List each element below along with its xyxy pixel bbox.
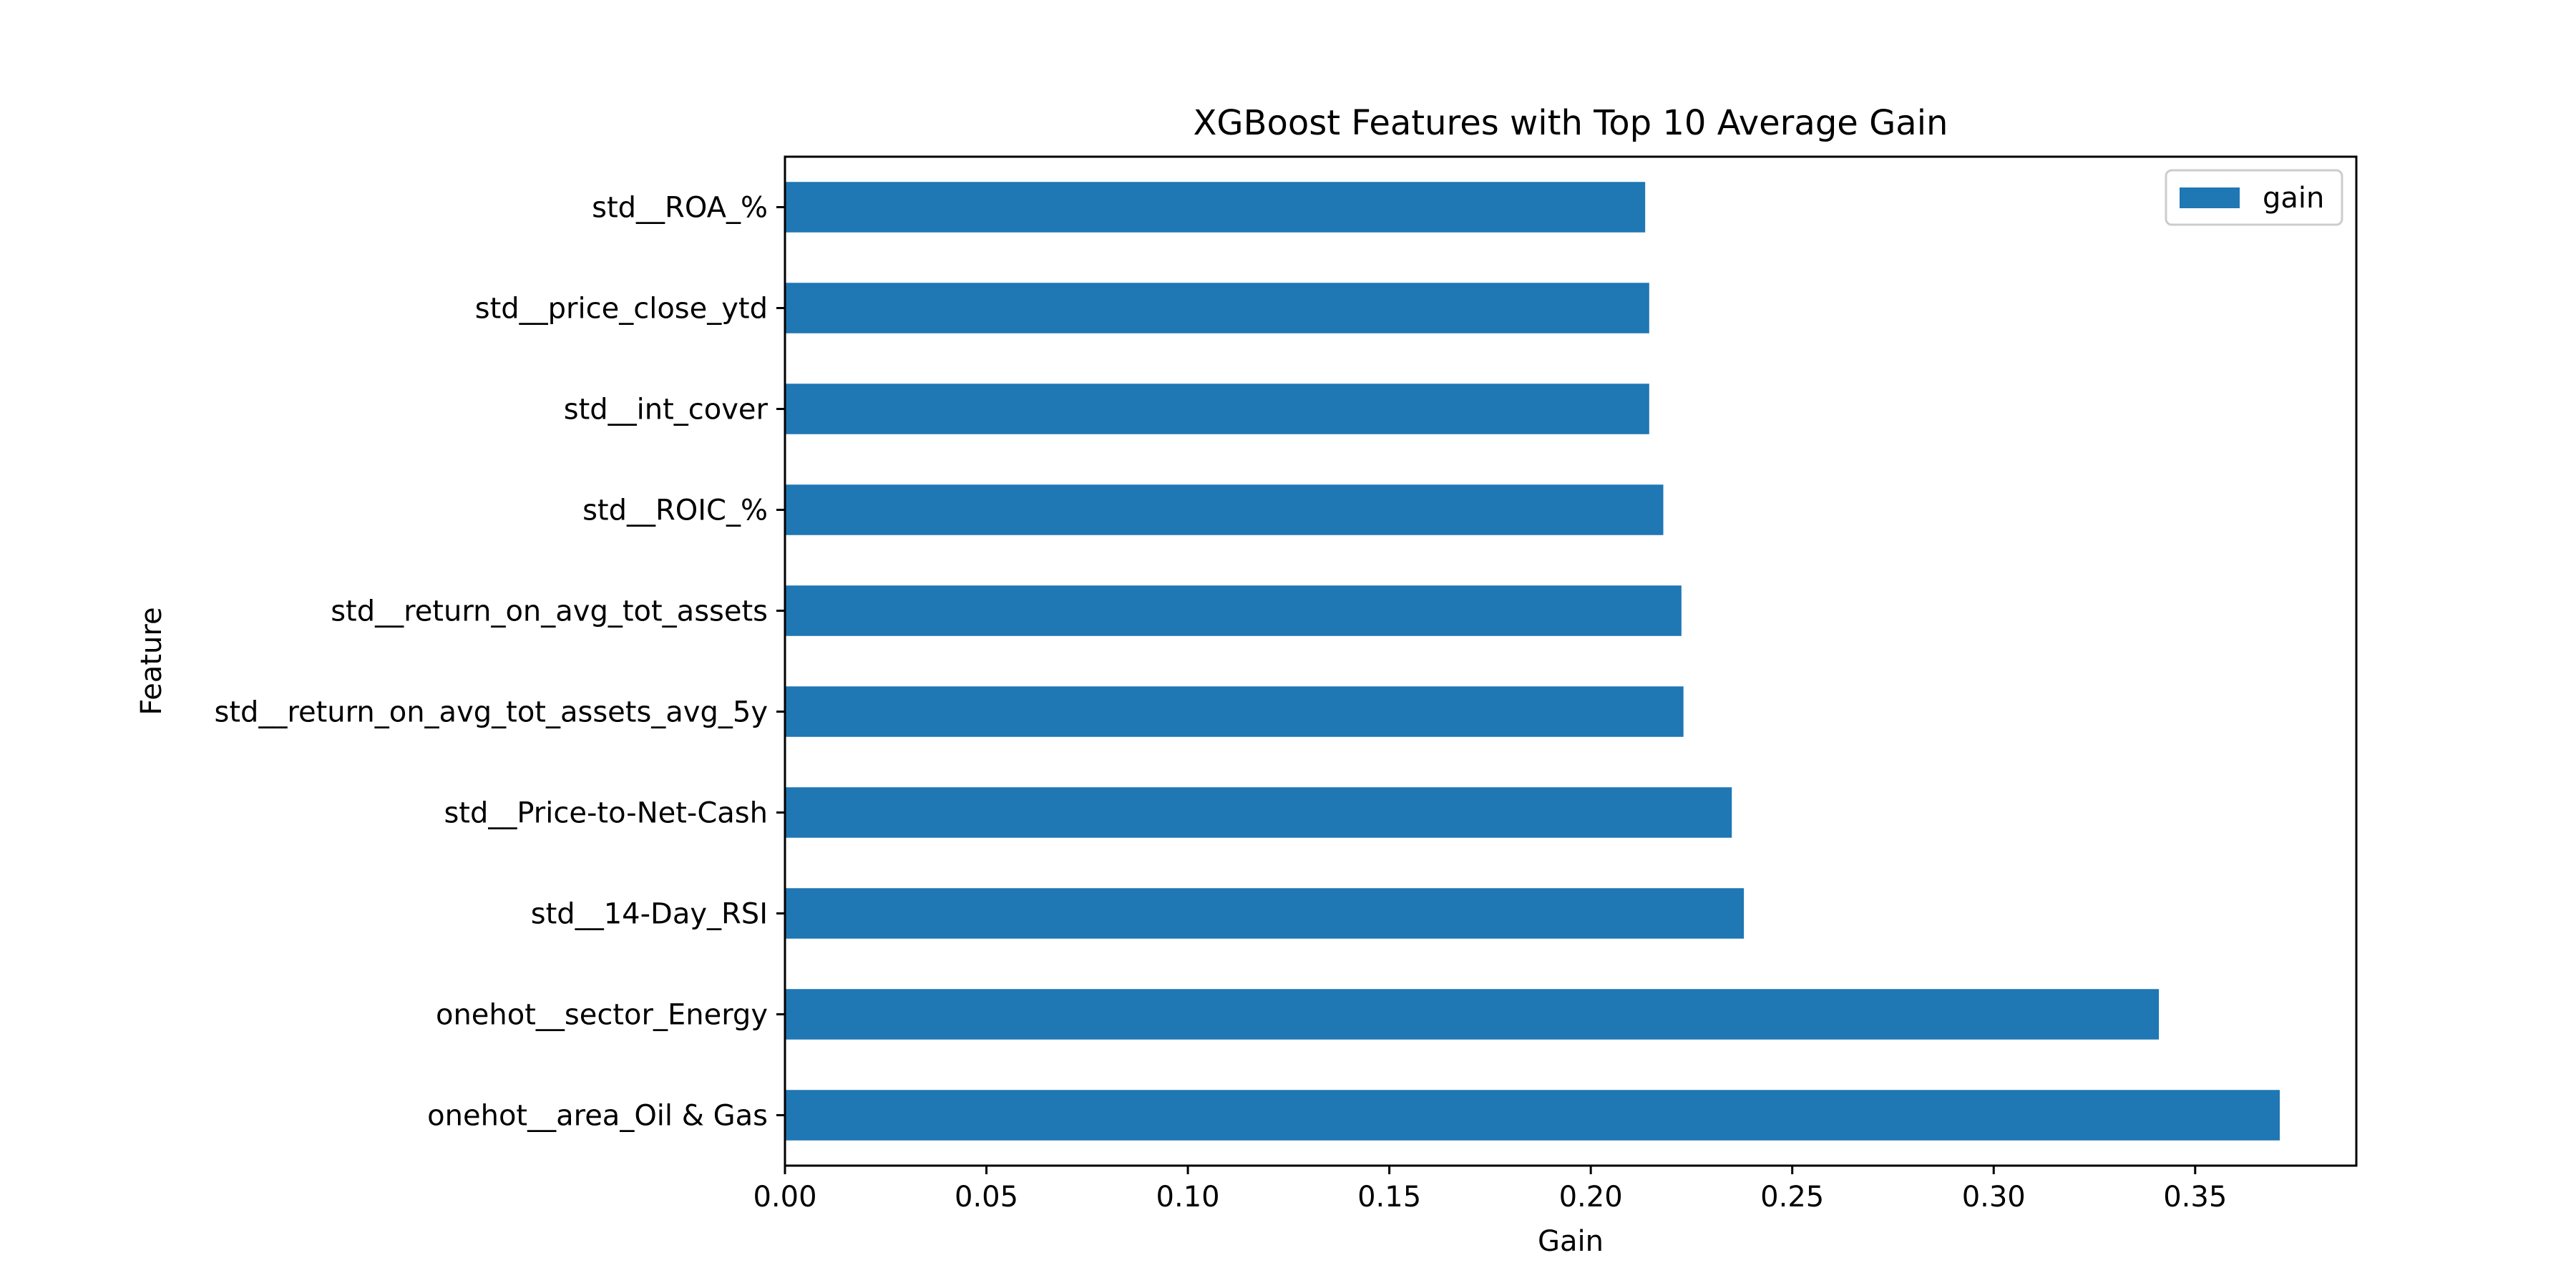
bar xyxy=(785,686,1684,737)
bar xyxy=(785,484,1664,535)
y-tick-label: std__int_cover xyxy=(564,394,769,426)
x-tick-label: 0.30 xyxy=(1962,1181,2026,1214)
legend-label: gain xyxy=(2263,182,2324,215)
x-tick-label: 0.20 xyxy=(1559,1181,1623,1214)
y-tick-label: std__ROIC_% xyxy=(582,494,768,527)
y-tick-label: std__Price-to-Net-Cash xyxy=(444,797,768,830)
y-tick-label: std__ROA_% xyxy=(592,192,768,225)
bar xyxy=(785,585,1682,636)
y-tick-label: onehot__area_Oil & Gas xyxy=(427,1100,768,1133)
x-tick-label: 0.05 xyxy=(955,1181,1018,1214)
x-axis-ticks: 0.00 0.05 0.10 0.15 0.20 0.25 0.30 0.35 xyxy=(753,1166,2227,1214)
x-tick-label: 0.15 xyxy=(1357,1181,1421,1214)
bar xyxy=(785,1090,2280,1141)
y-tick-label: std__price_close_ytd xyxy=(475,293,768,326)
y-tick-label: std__return_on_avg_tot_assets_avg_5y xyxy=(215,696,768,729)
bar xyxy=(785,283,1649,333)
y-tick-label: std__return_on_avg_tot_assets xyxy=(331,595,768,628)
y-axis-ticks: onehot__area_Oil & Gas onehot__sector_Ene… xyxy=(215,192,785,1133)
x-tick-label: 0.25 xyxy=(1760,1181,1824,1214)
legend-swatch xyxy=(2180,187,2240,208)
bar xyxy=(785,888,1745,939)
y-tick-label: std__14-Day_RSI xyxy=(531,898,768,931)
x-axis-label: Gain xyxy=(1538,1225,1604,1258)
legend-box xyxy=(2165,169,2343,226)
bars-layer xyxy=(785,182,2280,1141)
bar xyxy=(785,989,2160,1040)
y-tick-label: onehot__sector_Energy xyxy=(436,999,768,1032)
bar xyxy=(785,182,1646,233)
legend: gain xyxy=(2165,169,2343,226)
bar xyxy=(785,384,1649,434)
y-axis-label: Feature xyxy=(135,607,168,715)
bar xyxy=(785,787,1732,838)
chart-title: XGBoost Features with Top 10 Average Gai… xyxy=(1194,103,1948,143)
x-tick-label: 0.00 xyxy=(753,1181,816,1214)
x-tick-label: 0.10 xyxy=(1156,1181,1220,1214)
plot-frame xyxy=(784,155,2358,1167)
x-tick-label: 0.35 xyxy=(2163,1181,2227,1214)
